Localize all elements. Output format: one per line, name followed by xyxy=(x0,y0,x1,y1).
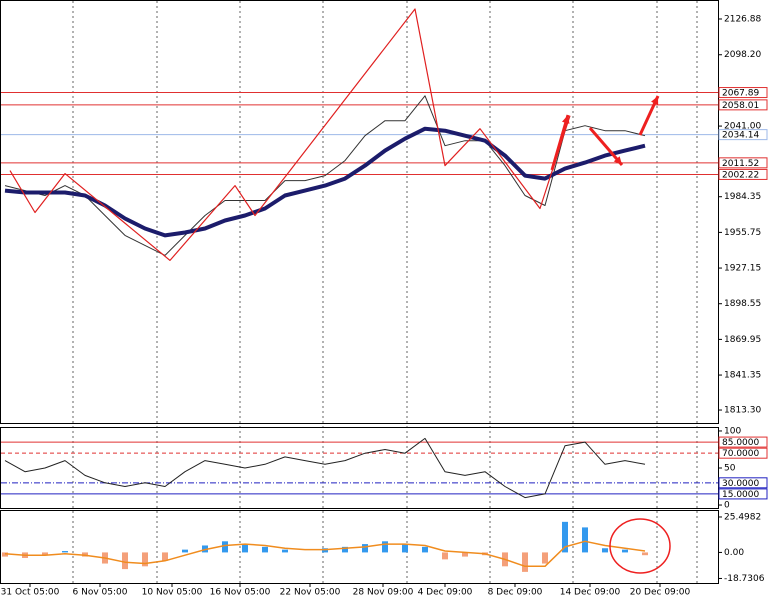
annotation-arrow-head xyxy=(561,115,570,124)
histogram-bar xyxy=(342,546,348,553)
series-line xyxy=(4,95,646,256)
y-tick-label: 50 xyxy=(724,464,736,474)
histogram-bar xyxy=(582,527,588,553)
annotation-arrow-head xyxy=(651,96,659,105)
annotation-arrow xyxy=(550,114,570,171)
y-tick-label: 0.00 xyxy=(724,548,744,558)
histogram-bar xyxy=(122,552,128,570)
level-label: 15.0000 xyxy=(722,490,759,500)
x-tick-label: 28 Nov 09:00 xyxy=(353,588,414,598)
annotation-circle xyxy=(609,518,671,574)
histogram-bar xyxy=(162,552,168,561)
histogram-bar xyxy=(262,546,268,553)
level-label-box xyxy=(718,87,768,99)
y-tick-label: 2041.00 xyxy=(724,122,761,132)
level-label-box xyxy=(718,129,768,141)
y-tick-label: 0 xyxy=(724,501,730,511)
y-tick-label: 2126.88 xyxy=(724,14,761,24)
histogram-bar xyxy=(402,544,408,553)
histogram-bar xyxy=(522,552,528,572)
annotation-arrow xyxy=(588,127,624,166)
level-label-box xyxy=(718,488,768,500)
level-label: 85.0000 xyxy=(722,438,759,448)
histogram-bar xyxy=(62,551,68,553)
x-tick-label: 16 Nov 05:00 xyxy=(210,588,271,598)
series-line xyxy=(4,437,646,499)
x-tick-label: 22 Nov 05:00 xyxy=(280,588,341,598)
histogram-bar xyxy=(242,544,248,553)
series-line xyxy=(4,126,646,238)
level-label-box xyxy=(718,99,768,111)
vertical-grid xyxy=(72,1,698,583)
x-tick-label: 8 Dec 09:00 xyxy=(488,588,543,598)
level-label-box xyxy=(718,157,768,169)
histogram-bar xyxy=(422,546,428,553)
histogram-bar xyxy=(42,552,48,556)
histogram-bar xyxy=(602,548,608,553)
level-label-box xyxy=(718,447,768,459)
histogram-bar xyxy=(642,552,648,556)
oscillator-panel xyxy=(0,427,719,509)
y-tick-label: 1927.15 xyxy=(724,264,761,274)
level-label: 2034.14 xyxy=(722,131,759,141)
histogram-bar xyxy=(362,544,368,553)
x-tick-label: 31 Oct 05:00 xyxy=(1,588,60,598)
macd-panel xyxy=(0,510,719,584)
y-tick-label: 1955.75 xyxy=(724,228,761,238)
series-line xyxy=(9,8,571,261)
histogram-bar xyxy=(142,552,148,567)
histogram-bar xyxy=(462,552,468,557)
y-tick-label: 2098.20 xyxy=(724,50,761,60)
level-label-box xyxy=(718,168,768,180)
level-label-box xyxy=(718,436,768,448)
histogram-bar xyxy=(442,552,448,560)
y-tick-label: 25.4982 xyxy=(724,512,761,522)
y-tick-label: 1898.55 xyxy=(724,299,761,309)
x-tick-label: 14 Dec 09:00 xyxy=(560,588,621,598)
level-label: 30.0000 xyxy=(722,479,759,489)
level-label: 70.0000 xyxy=(722,449,759,459)
x-tick-label: 6 Nov 05:00 xyxy=(73,588,128,598)
series-line xyxy=(4,540,646,568)
histogram-bar xyxy=(222,541,228,553)
level-label: 2011.52 xyxy=(722,159,759,169)
level-label: 2058.01 xyxy=(722,101,759,111)
x-tick-label: 10 Nov 05:00 xyxy=(142,588,203,598)
y-tick-label: 1813.30 xyxy=(724,406,761,416)
y-tick-label: 1841.35 xyxy=(724,371,761,381)
y-tick-label: -18.7306 xyxy=(724,574,765,584)
level-label-box xyxy=(718,477,768,489)
histogram-bar xyxy=(622,549,628,553)
annotation-arrow-head xyxy=(613,156,622,165)
level-label: 2002.22 xyxy=(722,170,759,180)
x-tick-label: 20 Dec 09:00 xyxy=(630,588,691,598)
x-tick-label: 4 Dec 09:00 xyxy=(418,588,473,598)
main-panel xyxy=(0,0,719,424)
histogram-bar xyxy=(542,552,548,564)
level-label: 2067.89 xyxy=(722,89,759,99)
y-tick-label: 1869.95 xyxy=(724,335,761,345)
histogram-bar xyxy=(182,549,188,553)
y-tick-label: 100 xyxy=(724,426,741,436)
histogram-bar xyxy=(282,549,288,553)
histogram-bar xyxy=(382,541,388,553)
y-tick-label: 1984.35 xyxy=(724,192,761,202)
histogram-bar xyxy=(562,521,568,553)
